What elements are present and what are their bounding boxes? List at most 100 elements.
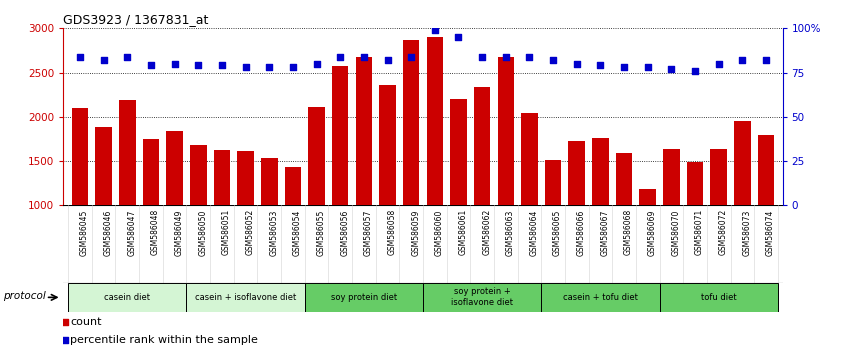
Bar xyxy=(379,85,396,294)
Bar xyxy=(758,135,774,294)
Bar xyxy=(711,149,727,294)
Bar xyxy=(96,127,112,294)
Point xyxy=(689,68,702,74)
Text: GSM586067: GSM586067 xyxy=(601,209,609,256)
Point xyxy=(475,54,489,59)
Text: GSM586058: GSM586058 xyxy=(387,209,397,256)
Bar xyxy=(72,108,88,294)
Point xyxy=(594,63,607,68)
Text: GSM586047: GSM586047 xyxy=(127,209,136,256)
Bar xyxy=(687,162,703,294)
Text: casein + tofu diet: casein + tofu diet xyxy=(563,293,638,302)
Text: GSM586046: GSM586046 xyxy=(104,209,113,256)
Bar xyxy=(734,121,750,294)
Text: GSM586071: GSM586071 xyxy=(695,209,704,256)
Text: GSM586068: GSM586068 xyxy=(624,209,633,256)
Text: GDS3923 / 1367831_at: GDS3923 / 1367831_at xyxy=(63,13,209,26)
Bar xyxy=(663,149,679,294)
Point xyxy=(618,64,631,70)
Bar xyxy=(640,189,656,294)
Text: GSM586048: GSM586048 xyxy=(151,209,160,256)
Bar xyxy=(403,40,420,294)
Bar xyxy=(167,131,183,294)
Bar xyxy=(474,87,491,294)
Point xyxy=(191,63,205,68)
Point xyxy=(97,57,111,63)
Text: GSM586060: GSM586060 xyxy=(435,209,444,256)
Text: GSM586070: GSM586070 xyxy=(672,209,680,256)
Point xyxy=(333,54,347,59)
Text: GSM586050: GSM586050 xyxy=(198,209,207,256)
Text: casein diet: casein diet xyxy=(104,293,151,302)
Bar xyxy=(119,100,135,294)
Point xyxy=(570,61,584,67)
Bar xyxy=(569,141,585,294)
Text: GSM586066: GSM586066 xyxy=(577,209,585,256)
Text: GSM586045: GSM586045 xyxy=(80,209,89,256)
Bar xyxy=(190,145,206,294)
Point xyxy=(381,57,394,63)
Point xyxy=(735,57,749,63)
Text: GSM586052: GSM586052 xyxy=(245,209,255,256)
Text: GSM586063: GSM586063 xyxy=(506,209,515,256)
Bar xyxy=(541,283,660,312)
Bar xyxy=(305,283,423,312)
Point xyxy=(499,54,513,59)
Text: GSM586056: GSM586056 xyxy=(340,209,349,256)
Text: GSM586074: GSM586074 xyxy=(766,209,775,256)
Text: tofu diet: tofu diet xyxy=(700,293,737,302)
Text: count: count xyxy=(70,317,102,327)
Point xyxy=(215,63,228,68)
Point xyxy=(712,61,726,67)
Bar xyxy=(521,113,538,294)
Text: GSM586057: GSM586057 xyxy=(364,209,373,256)
Point xyxy=(58,319,72,325)
Bar xyxy=(238,152,254,294)
Point xyxy=(665,66,678,72)
Point xyxy=(547,57,560,63)
Bar xyxy=(545,160,562,294)
Point xyxy=(168,61,181,67)
Text: GSM586069: GSM586069 xyxy=(648,209,656,256)
Text: GSM586061: GSM586061 xyxy=(459,209,468,256)
Bar xyxy=(497,57,514,294)
Point xyxy=(286,64,299,70)
Bar xyxy=(214,150,230,294)
Bar xyxy=(450,99,467,294)
Point xyxy=(262,64,276,70)
Text: soy protein diet: soy protein diet xyxy=(331,293,397,302)
Bar xyxy=(186,283,305,312)
Bar xyxy=(143,139,159,294)
Text: GSM586065: GSM586065 xyxy=(553,209,562,256)
Text: percentile rank within the sample: percentile rank within the sample xyxy=(70,335,258,345)
Text: GSM586053: GSM586053 xyxy=(269,209,278,256)
Point xyxy=(428,27,442,33)
Bar xyxy=(592,138,608,294)
Point xyxy=(58,337,72,343)
Bar xyxy=(308,107,325,294)
Bar xyxy=(355,57,372,294)
Text: casein + isoflavone diet: casein + isoflavone diet xyxy=(195,293,296,302)
Text: GSM586073: GSM586073 xyxy=(742,209,751,256)
Bar xyxy=(261,158,277,294)
Point xyxy=(239,64,252,70)
Bar xyxy=(616,153,632,294)
Text: GSM586059: GSM586059 xyxy=(411,209,420,256)
Bar xyxy=(423,283,541,312)
Text: GSM586064: GSM586064 xyxy=(530,209,538,256)
Point xyxy=(357,54,371,59)
Text: GSM586062: GSM586062 xyxy=(482,209,492,256)
Bar xyxy=(332,67,349,294)
Bar xyxy=(284,167,301,294)
Point xyxy=(310,61,323,67)
Text: GSM586054: GSM586054 xyxy=(293,209,302,256)
Point xyxy=(120,54,134,59)
Bar xyxy=(69,283,186,312)
Point xyxy=(144,63,157,68)
Point xyxy=(523,54,536,59)
Text: soy protein +
isoflavone diet: soy protein + isoflavone diet xyxy=(451,287,514,307)
Text: GSM586055: GSM586055 xyxy=(316,209,326,256)
Text: GSM586051: GSM586051 xyxy=(222,209,231,256)
Text: GSM586072: GSM586072 xyxy=(719,209,728,256)
Point xyxy=(759,57,772,63)
